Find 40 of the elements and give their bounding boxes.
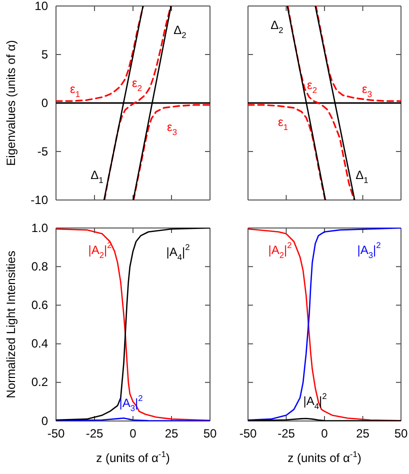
series-label: |A$_{4}$|$^{2}$: [166, 242, 190, 262]
series-label: ε$_{3}$: [362, 82, 372, 100]
y-tick-label: 0.2: [31, 375, 48, 390]
y-tick-label: 0.6: [31, 298, 48, 312]
series-label: Δ$_{1}$: [90, 168, 104, 186]
y-tick-label: -5: [37, 144, 48, 158]
x-tick-label: 0: [130, 426, 137, 441]
x-tick-label: 0: [321, 426, 328, 441]
y-tick-label: -10: [30, 192, 48, 207]
series-label: ε$_{2}$: [306, 78, 318, 96]
series-label: ε$_{1}$: [278, 115, 288, 132]
series-label: Δ$_{2}$: [174, 23, 187, 40]
x-axis-title: z (units of α$^{-1}$): [288, 449, 362, 465]
series-label: |A$_{4}$|$^{2}$: [303, 391, 328, 412]
y-tick-label: 10: [34, 0, 48, 13]
x-tick-label: 25: [356, 426, 370, 441]
x-tick-label: 50: [394, 426, 408, 441]
y-tick-label: 0: [41, 96, 48, 110]
series-label: Δ$_{1}$: [356, 168, 369, 186]
series-label: |A$_{2}$|$^{2}$: [268, 240, 292, 260]
x-axis-title: z (units of α$^{-1}$): [96, 449, 170, 465]
y-tick-label: 0.4: [31, 336, 48, 351]
series-label: ε$_{2}$: [132, 76, 142, 94]
series-label: Δ$_{2}$: [270, 18, 284, 36]
x-tick-label: -25: [86, 426, 104, 441]
y-axis-title: Eigenvalues (units of α): [4, 40, 18, 166]
x-tick-label: 50: [203, 426, 217, 441]
x-tick-label: -50: [47, 426, 65, 441]
x-tick-label: -50: [239, 426, 257, 441]
series-label: ε$_{1}$: [70, 82, 80, 100]
y-tick-label: 1.0: [31, 220, 48, 235]
series-label: |A$_{3}$|$^{2}$: [357, 240, 382, 260]
y-tick-label: 0: [41, 414, 48, 428]
x-tick-label: 25: [164, 426, 178, 441]
y-tick-label: 5: [41, 47, 48, 62]
y-axis-title: Normalized Light Intensities: [4, 250, 18, 398]
x-tick-label: -25: [278, 426, 296, 441]
series-label: ε$_{3}$: [166, 120, 178, 138]
series-label: |A$_{3}$|$^{2}$: [119, 393, 144, 414]
y-tick-label: 0.8: [31, 259, 48, 274]
